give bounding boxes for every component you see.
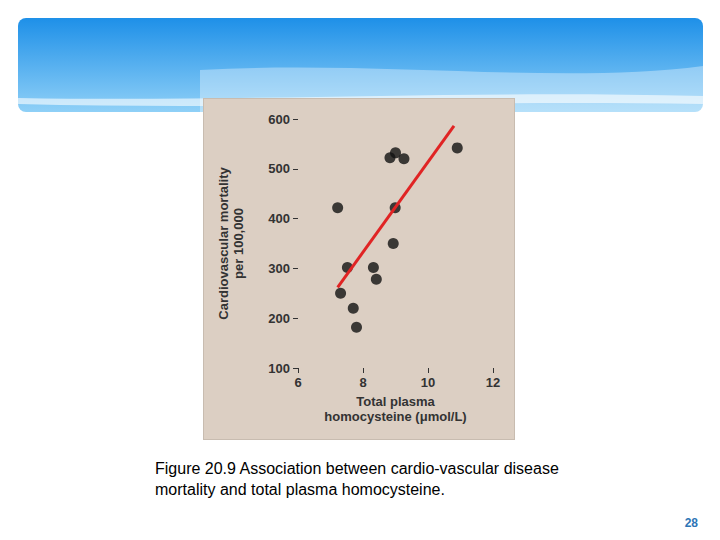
svg-text:12: 12 [486, 375, 500, 390]
html-text:28: 28 [684, 516, 698, 530]
html-text:Figure 20.9 Association betwee: Figure 20.9 Association between cardio-v… [155, 460, 559, 498]
svg-text:200: 200 [268, 311, 290, 326]
svg-text:8: 8 [359, 375, 366, 390]
svg-text:100: 100 [268, 361, 290, 376]
svg-text:6: 6 [294, 375, 301, 390]
svg-text:homocysteine (μmol/L): homocysteine (μmol/L) [324, 409, 466, 424]
svg-text:300: 300 [268, 261, 290, 276]
svg-text:600: 600 [268, 112, 290, 127]
svg-text:Cardiovascular mortality: Cardiovascular mortality [216, 167, 231, 320]
svg-text:500: 500 [268, 161, 290, 176]
svg-text:400: 400 [268, 211, 290, 226]
svg-text:10: 10 [421, 375, 435, 390]
svg-text:per 100,000: per 100,000 [231, 208, 246, 279]
svg-text:Total plasma: Total plasma [356, 394, 435, 409]
